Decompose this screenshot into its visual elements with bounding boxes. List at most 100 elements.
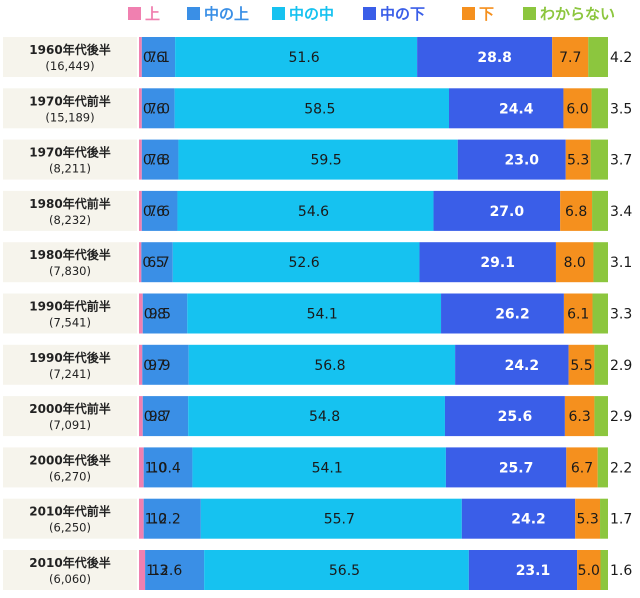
data-label: 24.4 [499,101,534,117]
row-label: 1970年代後半 [29,145,110,160]
bar-segment [200,498,462,539]
data-label: 9.5 [149,307,171,323]
row-label-box [3,396,137,437]
bar-segment [419,242,556,283]
bar-segment [417,37,553,77]
row-label: 2010年代前半 [29,504,110,519]
row-label: 2000年代前半 [29,401,110,416]
row-label: 1980年代後半 [29,247,110,262]
data-label: 26.2 [495,307,530,323]
data-label: 54.8 [309,409,340,425]
data-label: 6.3 [569,409,591,425]
legend-label: わからない [540,5,615,23]
data-label: 2.2 [610,460,632,476]
data-label: 28.8 [477,50,512,66]
row-label-box [3,139,137,180]
bar-segment [192,447,446,488]
data-label: 3.7 [610,153,632,169]
bar-segment [141,242,173,283]
data-label: 1.3 [146,563,168,579]
data-label: 0.8 [144,307,166,323]
bar-segment [588,37,608,77]
bar-segment [141,37,176,77]
row-count: (16,449) [45,59,94,73]
bar-segment [568,344,595,385]
bar-segment [455,344,569,385]
bar-segment [577,550,601,590]
data-label: 2.9 [610,358,632,374]
bar-segment [142,344,189,385]
data-label: 0.6 [143,153,165,169]
bar-segment [139,550,146,590]
row-label-box [3,498,137,539]
data-label: 24.2 [505,358,540,374]
data-label: 27.0 [490,204,525,220]
data-label: 54.1 [312,460,343,476]
bar-segment [177,190,434,231]
data-label: 1.0 [145,460,167,476]
bar-segment [560,190,593,231]
data-label: 6.8 [565,204,587,220]
bar-segment [139,37,142,77]
legend-swatch [128,7,141,20]
data-label: 0.6 [143,101,165,117]
data-label: 8.0 [564,255,586,271]
data-label: 23.1 [516,563,551,579]
data-label: 6.7 [571,460,593,476]
bar-segment [141,190,178,231]
row-label-box [3,37,137,77]
bar-segment [139,396,143,437]
data-label: 5.3 [567,153,589,169]
bar-segment [175,37,418,77]
legend-swatch [272,7,285,20]
bar-segment [188,344,456,385]
bar-segment [174,88,450,129]
legend-label: 下 [479,5,494,23]
row-count: (7,241) [49,367,91,381]
bar-segment [142,396,189,437]
bar-segment [566,447,598,488]
data-label: 7.0 [148,101,170,117]
row-count: (6,060) [49,572,91,586]
bar-segment [139,344,143,385]
bar-segment [188,396,445,437]
data-label: 5.5 [570,358,592,374]
row-label: 2000年代後半 [29,452,110,467]
bar-segment [433,190,561,231]
bar-segment [444,396,565,437]
data-label: 6.0 [566,101,588,117]
data-label: 0.6 [143,204,165,220]
bar-segment [600,498,608,539]
row-count: (7,830) [49,264,91,278]
data-label: 56.5 [329,563,360,579]
data-label: 0.8 [144,409,166,425]
data-label: 25.7 [499,460,534,476]
bar-segment [565,139,591,180]
row-label: 1960年代後半 [29,42,110,57]
bar-segment [139,88,142,129]
data-label: 54.6 [298,204,329,220]
data-label: 56.8 [314,358,345,374]
bar-segment [178,139,458,180]
data-label: 7.8 [148,153,170,169]
bar-segment [139,190,142,231]
row-label-box [3,190,137,231]
data-label: 7.6 [148,204,170,220]
bar-segment [172,242,420,283]
bar-segment [594,396,608,437]
data-label: 1.7 [610,512,632,528]
data-label: 4.2 [610,50,632,66]
data-label: 0.6 [143,50,165,66]
data-label: 23.0 [504,153,539,169]
data-label: 3.4 [610,204,632,220]
bar-segment [564,396,595,437]
bar-segment [142,293,188,334]
bar-segment [204,550,469,590]
row-count: (8,232) [49,213,91,227]
data-label: 12.6 [151,563,182,579]
data-label: 12.2 [150,512,181,528]
row-label: 1970年代前半 [29,93,110,108]
data-label: 25.6 [498,409,533,425]
row-label: 1990年代前半 [29,299,110,314]
